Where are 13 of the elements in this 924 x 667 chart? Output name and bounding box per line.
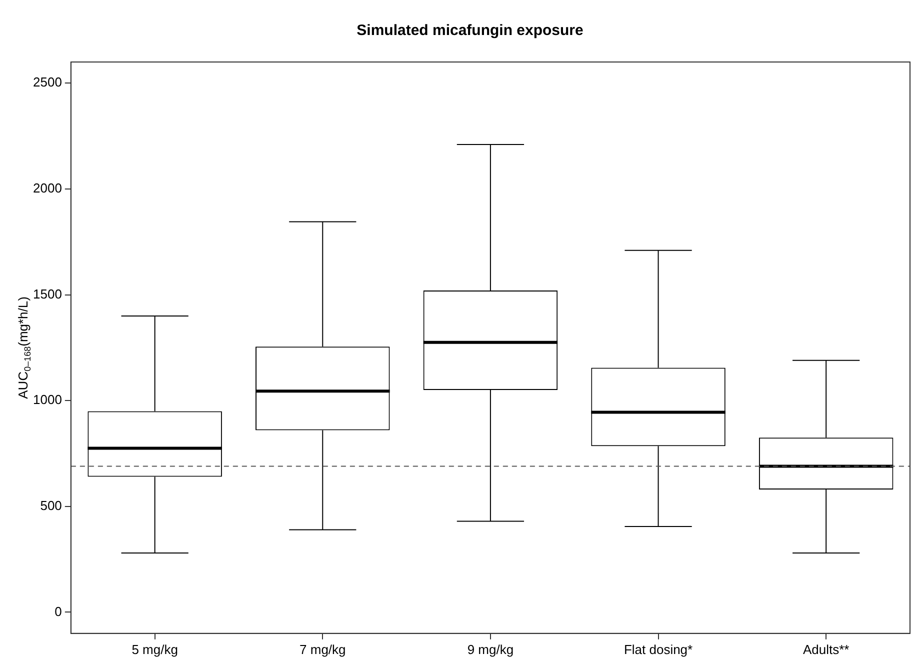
- y-axis-title: AUC0–168(mg*h/L): [16, 296, 32, 399]
- y-tick-label: 1000: [33, 392, 62, 408]
- chart-title: Simulated micafungin exposure: [356, 22, 584, 40]
- x-tick-label: 9 mg/kg: [467, 642, 514, 657]
- x-tick-label: Adults**: [802, 642, 850, 657]
- x-tick-label: 5 mg/kg: [132, 642, 178, 657]
- x-tick-label: Flat dosing*: [624, 642, 693, 657]
- x-tick-label: 7 mg/kg: [300, 642, 346, 657]
- y-tick-label: 2500: [33, 74, 62, 90]
- y-tick-label: 0: [54, 604, 62, 619]
- y-tick-label: 500: [40, 498, 62, 513]
- y-tick-label: 2000: [33, 180, 62, 196]
- y-tick-label: 1500: [33, 286, 62, 302]
